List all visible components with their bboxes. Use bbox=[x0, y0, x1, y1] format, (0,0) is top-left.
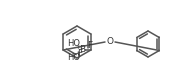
Text: HO: HO bbox=[67, 39, 80, 48]
Text: F: F bbox=[77, 49, 82, 57]
Text: F: F bbox=[87, 40, 92, 50]
Text: B: B bbox=[79, 45, 85, 55]
Text: HO: HO bbox=[67, 54, 80, 62]
Text: O: O bbox=[106, 38, 113, 46]
